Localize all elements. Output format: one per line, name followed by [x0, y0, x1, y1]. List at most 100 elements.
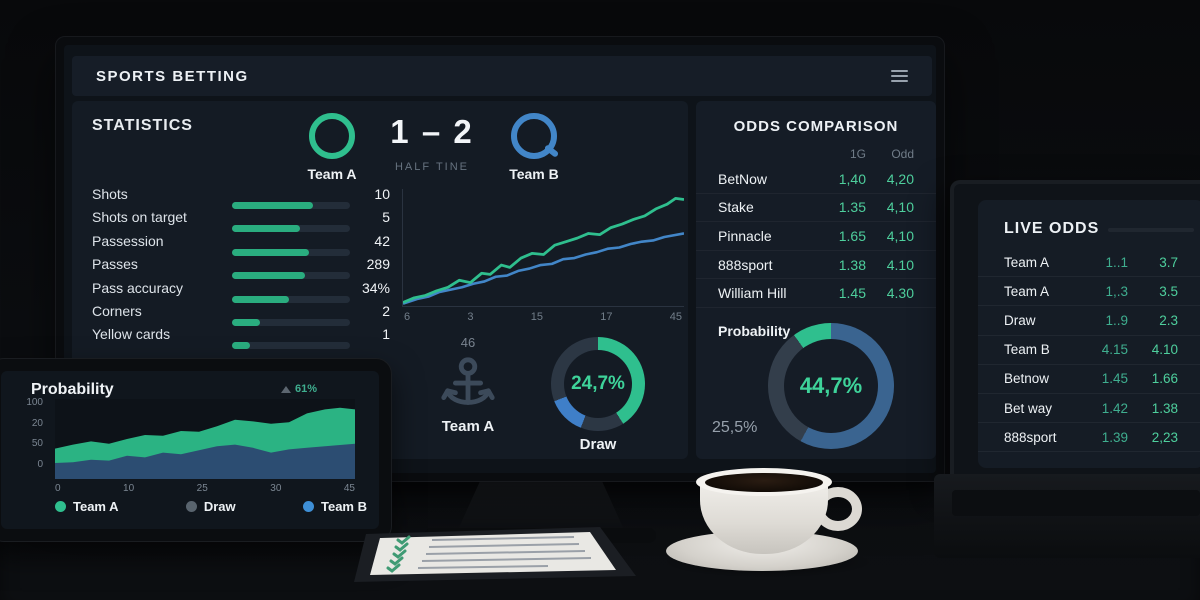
stat-row: Pass accuracy 34%: [92, 279, 390, 303]
stat-value: 34%: [361, 279, 390, 296]
scoreboard-score: 1 – 2 HALF TINE: [376, 113, 488, 173]
bookmaker-name: BetNow: [718, 170, 768, 187]
stat-value: 5: [382, 209, 390, 226]
selection-name: Team A: [1004, 254, 1050, 270]
stat-row: Passession 42: [92, 232, 390, 256]
odds-value: 4.10: [886, 256, 914, 273]
stat-bar: [232, 225, 350, 233]
draw-donut-block: 24,7% Draw: [550, 337, 646, 453]
x-tick: 15: [530, 311, 543, 323]
live-odds-row[interactable]: Team B 4.15 4.10: [978, 336, 1200, 365]
live-odds-row[interactable]: 888sport 1.39 2,23: [978, 423, 1200, 453]
odds-value: 1.66: [1151, 371, 1178, 387]
stat-label: Shots on target: [92, 209, 187, 226]
anchor-icon: [437, 354, 499, 416]
stat-label: Yellow cards: [92, 326, 171, 343]
legend-dot: [185, 501, 197, 512]
selection-name: Team B: [1004, 342, 1050, 358]
stat-bar: [232, 248, 350, 256]
laptop-screen: LIVE ODDS Team A 1..1 3.7 Team A 1,.3 3.…: [950, 180, 1200, 480]
odds-value: 4,20: [886, 170, 914, 187]
stat-row: Yellow cards 1: [92, 325, 390, 350]
draw-donut-chart: 24,7%: [551, 337, 645, 431]
team-a-stat-block: 46 Team A: [422, 335, 514, 435]
match-period: HALF TINE: [394, 161, 470, 173]
checklist-clipboard: [354, 527, 636, 582]
odds-value: 1.45: [1101, 371, 1128, 387]
odds-row-betnow[interactable]: BetNow 1,40 4,20: [696, 165, 936, 194]
hamburger-icon[interactable]: [891, 70, 908, 82]
legend-dot: [55, 501, 66, 512]
selection-name: Draw: [1004, 312, 1036, 328]
score-value: 1 – 2: [390, 113, 474, 150]
coffee: [705, 473, 823, 492]
odds-value: 3.7: [1159, 254, 1178, 270]
scoreboard-team-a: Team A: [294, 113, 370, 182]
tablet-screen: Probability 61% 100 20 50 0 0 10 25: [1, 371, 379, 529]
stat-value: 289: [366, 256, 390, 273]
live-odds-table: Team A 1..1 3.7 Team A 1,.3 3.5 Draw 1..…: [978, 248, 1200, 453]
legend-item-team-b[interactable]: Team B: [303, 499, 367, 514]
probability-donut-chart: 44,7%: [768, 323, 894, 449]
stat-value: 42: [374, 232, 390, 249]
odds-value: 4.30: [886, 285, 914, 302]
stat-label: Passession: [92, 232, 164, 249]
laptop-keyboard-deck: [934, 474, 1200, 558]
legend-item-team-a[interactable]: Team A: [55, 499, 119, 514]
odds-row-william-hill[interactable]: William Hill 1.45 4.30: [696, 279, 936, 308]
bookmaker-name: Pinnacle: [718, 227, 772, 244]
team-b-label: Team B: [509, 166, 559, 182]
live-odds-row[interactable]: Team A 1..1 3.7: [978, 248, 1200, 278]
live-odds-row[interactable]: Betnow 1.45 1.66: [978, 365, 1200, 394]
live-odds-row[interactable]: Draw 1..9 2.3: [978, 306, 1200, 336]
stat-row: Shots 10: [92, 185, 390, 209]
odds-row-stake[interactable]: Stake 1.35 4,10: [696, 194, 936, 223]
statistics-title: STATISTICS: [92, 117, 193, 134]
odds-value: 1.45: [838, 285, 866, 302]
odds-value: 1.42: [1101, 400, 1128, 416]
odds-value: 1.35: [838, 199, 866, 216]
x-tick: 3: [467, 311, 474, 323]
tablet-area-chart: [55, 399, 355, 479]
odds-table: BetNow 1,40 4,20 Stake 1.35 4,10 Pinnacl…: [696, 165, 936, 308]
stat-row: Corners 2: [92, 302, 390, 326]
x-tick: 0: [55, 483, 61, 494]
odds-value: 1.38: [1151, 400, 1178, 416]
legend-item-draw[interactable]: Draw: [185, 499, 236, 514]
stat-bar: [232, 342, 350, 350]
trend-value: 61%: [294, 383, 317, 395]
odds-row-888sport[interactable]: 888sport 1.38 4.10: [696, 251, 936, 280]
tablet-x-axis: 0 10 25 30 45: [55, 483, 355, 494]
checkmark-icon: [386, 535, 411, 573]
odds-value: 1.65: [838, 227, 866, 244]
stats-list: Shots 10 Shots on target 5 Passession 42 Pa…: [92, 185, 390, 350]
y-tick: 20: [31, 417, 43, 429]
x-tick: 45: [669, 311, 682, 323]
live-odds-title: LIVE ODDS: [1004, 220, 1100, 237]
odds-value: 1.38: [838, 256, 866, 273]
odds-value: 4,10: [886, 227, 914, 244]
stat-label: Passes: [92, 256, 138, 273]
selection-name: Betnow: [1004, 371, 1050, 387]
team-b-badge-icon: [511, 113, 557, 159]
odds-row-pinnacle[interactable]: Pinnacle 1.65 4,10: [696, 222, 936, 251]
x-tick: 17: [600, 311, 613, 323]
odds-value: 4.10: [1151, 342, 1178, 358]
column-1g: 1G: [849, 147, 866, 161]
team-a-stat-label: Team A: [441, 418, 495, 435]
live-odds-row[interactable]: Team A 1,.3 3.5: [978, 277, 1200, 307]
tablet-legend: Team A Draw Team B: [55, 499, 367, 514]
stat-label: Pass accuracy: [92, 279, 184, 296]
odds-comparison-panel: ODDS COMPARISON 1G Odd BetNow 1,40 4,20 …: [696, 101, 936, 459]
live-odds-row[interactable]: Bet way 1.42 1.38: [978, 394, 1200, 424]
app-header: SPORTS BETTING: [72, 56, 932, 96]
legend-label: Team B: [321, 499, 367, 514]
stat-bar: [232, 295, 350, 303]
x-tick: 30: [270, 483, 282, 494]
tablet: Probability 61% 100 20 50 0 0 10 25: [0, 358, 392, 542]
probability-percentage: 44,7%: [799, 373, 863, 398]
odds-value: 2.3: [1159, 312, 1178, 328]
stat-value: 1: [382, 326, 390, 343]
x-tick: 10: [123, 483, 135, 494]
